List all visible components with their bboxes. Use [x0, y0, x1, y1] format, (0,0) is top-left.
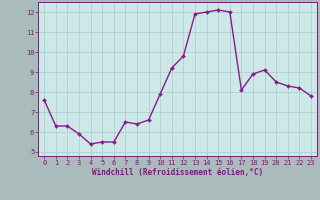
X-axis label: Windchill (Refroidissement éolien,°C): Windchill (Refroidissement éolien,°C): [92, 168, 263, 177]
